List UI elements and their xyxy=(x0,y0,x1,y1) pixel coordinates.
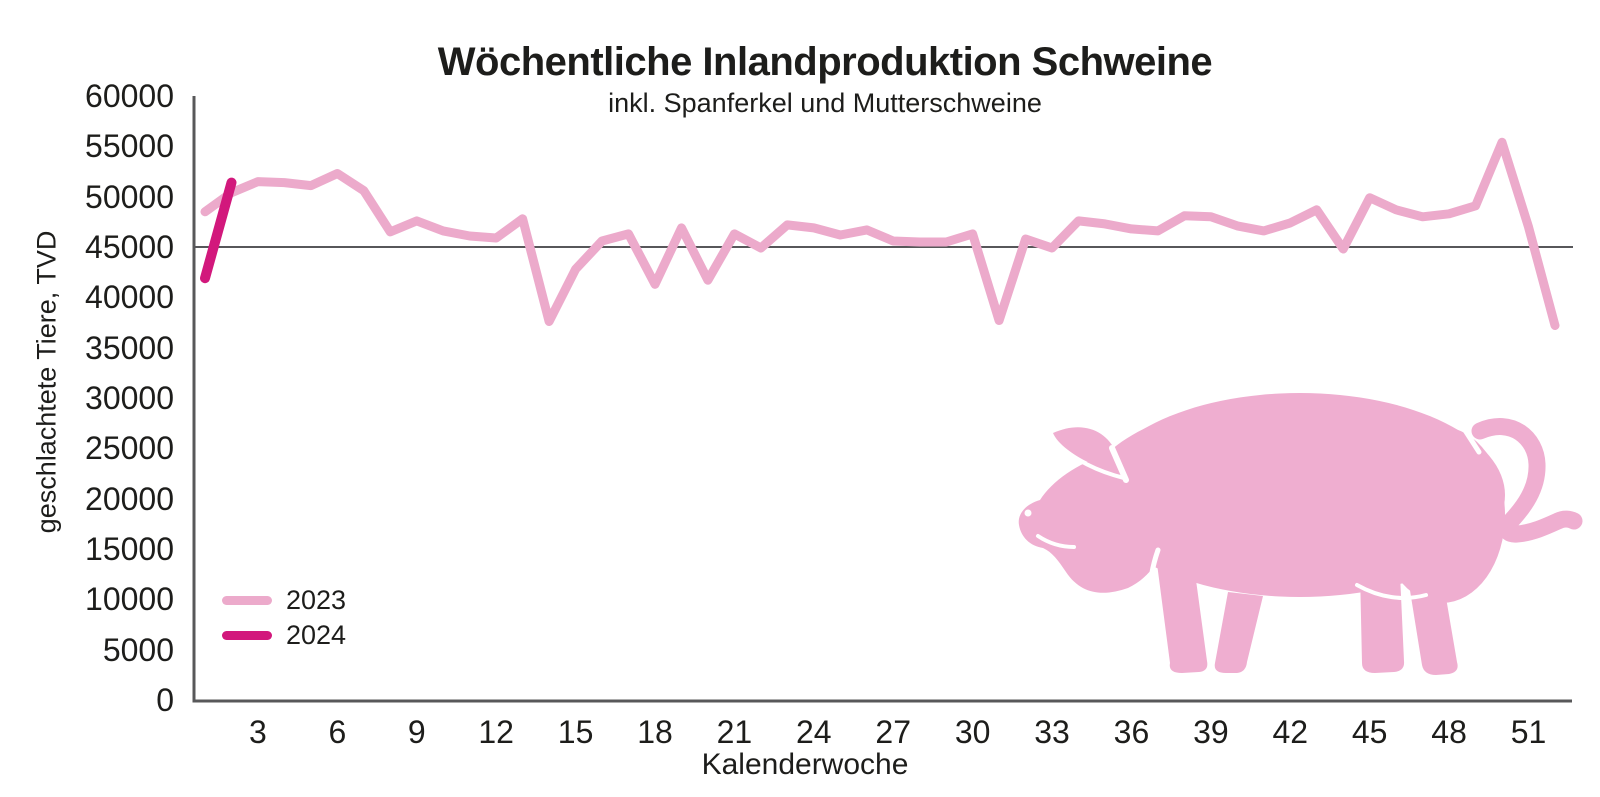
x-tick-label-45: 45 xyxy=(1351,714,1388,750)
y-tick-label-15000: 15000 xyxy=(85,531,174,567)
pig-shoulder-slit xyxy=(1147,547,1161,631)
legend-swatch-2023 xyxy=(222,596,272,605)
x-tick-label-39: 39 xyxy=(1193,714,1229,750)
y-tick-label-30000: 30000 xyxy=(85,380,174,417)
pig-front-leg-1 xyxy=(1156,556,1208,673)
series-line-2024 xyxy=(200,177,237,284)
y-tick-label-45000: 45000 xyxy=(85,229,174,266)
x-tick-label-48: 48 xyxy=(1431,714,1467,750)
x-tick-label-6: 6 xyxy=(328,714,347,750)
pig-tail-shape xyxy=(1471,418,1583,543)
x-tick-label-9: 9 xyxy=(407,714,426,750)
legend-item-2024: 2024 xyxy=(222,618,346,653)
x-tick-label-51: 51 xyxy=(1510,714,1547,750)
pig-ear-back-notch xyxy=(1109,445,1129,483)
y-tick-label-55000: 55000 xyxy=(85,128,174,165)
series-line-2023 xyxy=(200,137,1560,330)
y-tick-label-35000: 35000 xyxy=(85,329,174,366)
x-tick-label-27: 27 xyxy=(875,714,912,750)
legend-label-2024: 2024 xyxy=(286,620,347,650)
legend-swatch-2024 xyxy=(222,631,272,640)
y-tick-label-25000: 25000 xyxy=(85,430,174,467)
x-tick-label-12: 12 xyxy=(478,714,514,750)
x-tick-label-36: 36 xyxy=(1113,714,1150,750)
y-tick-label-60000: 60000 xyxy=(85,78,174,115)
pig-ham-shape xyxy=(1379,427,1505,603)
y-tick-label-20000: 20000 xyxy=(85,480,174,517)
pig-head-shape xyxy=(1018,415,1180,593)
y-tick-label-5000: 5000 xyxy=(102,631,174,668)
x-axis-title: Kalenderwoche xyxy=(701,748,909,781)
pig-ham-slit xyxy=(1355,583,1428,600)
y-tick-label-10000: 10000 xyxy=(85,581,174,618)
legend-item-2023: 2023 xyxy=(222,583,346,618)
pig-ear-slit xyxy=(1055,442,1126,480)
x-tick-label-15: 15 xyxy=(557,714,594,750)
pig-mouth-slit xyxy=(1036,534,1076,549)
legend: 2023 2024 xyxy=(222,583,346,653)
x-tick-label-42: 42 xyxy=(1272,714,1309,750)
x-tick-label-3: 3 xyxy=(249,714,267,750)
pig-ear-shape xyxy=(1053,427,1126,476)
pig-hind-leg-2 xyxy=(1408,578,1458,675)
x-tick-label-18: 18 xyxy=(637,714,673,750)
chart-title: Wöchentliche Inlandproduktion Schweine xyxy=(437,40,1213,84)
pig-snout-highlight xyxy=(1024,509,1032,517)
legend-label-2023: 2023 xyxy=(286,585,347,615)
y-tick-label-50000: 50000 xyxy=(85,178,174,215)
pig-icon xyxy=(1018,393,1583,675)
pig-hind-leg-1 xyxy=(1360,572,1405,673)
series-layer xyxy=(200,137,1560,330)
x-tick-label-33: 33 xyxy=(1034,714,1070,750)
pig-white-details xyxy=(1024,421,1482,631)
y-tick-label-40000: 40000 xyxy=(85,279,174,316)
chart-subtitle: inkl. Spanferkel und Mutterschweine xyxy=(608,88,1042,118)
pig-front-leg-2 xyxy=(1214,592,1263,673)
pig-tail-notch xyxy=(1458,421,1482,455)
y-tick-label-0: 0 xyxy=(156,682,174,718)
x-tick-label-21: 21 xyxy=(716,714,753,750)
x-tick-label-30: 30 xyxy=(954,714,991,750)
x-tick-label-24: 24 xyxy=(796,714,832,750)
